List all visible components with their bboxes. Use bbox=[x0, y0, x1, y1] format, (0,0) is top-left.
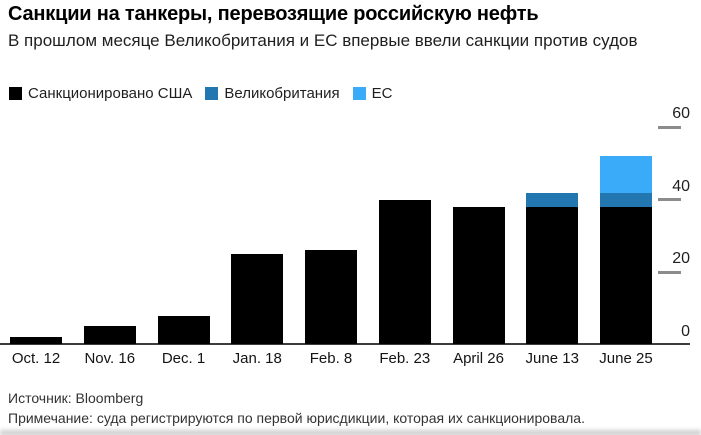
source-text: Источник: Bloomberg bbox=[8, 390, 144, 406]
chart-title: Санкции на танкеры, перевозящие российск… bbox=[8, 3, 539, 25]
legend-label: Санкционировано США bbox=[28, 85, 193, 102]
bar-segment-8 bbox=[600, 207, 652, 345]
legend-label: ЕС bbox=[371, 85, 393, 102]
y-axis-label: 0 bbox=[681, 322, 690, 340]
bar-segment-2 bbox=[157, 315, 210, 345]
bar-segment-8 bbox=[600, 192, 652, 208]
y-axis-tick bbox=[658, 270, 681, 274]
bar-segment-0 bbox=[10, 337, 62, 345]
x-axis-label: April 26 bbox=[453, 350, 504, 367]
x-axis-label: June 25 bbox=[599, 350, 653, 367]
legend: Санкционировано США Великобритания ЕС bbox=[9, 85, 392, 102]
x-axis-label: Jan. 18 bbox=[232, 350, 282, 367]
bar-segment-7 bbox=[526, 207, 579, 345]
y-axis-label: 40 bbox=[672, 177, 690, 195]
bar-segment-5 bbox=[378, 199, 431, 345]
x-axis-label: Feb. 8 bbox=[309, 350, 353, 367]
legend-item-2: ЕС bbox=[352, 85, 393, 102]
y-axis-label: 60 bbox=[672, 105, 690, 123]
chart-subtitle: В прошлом месяце Великобритания и ЕС впе… bbox=[8, 31, 638, 50]
legend-item-0: Санкционировано США bbox=[9, 85, 192, 102]
bar-segment-8 bbox=[600, 156, 652, 193]
bar-segment-7 bbox=[526, 192, 579, 208]
chart-footer: Источник: Bloomberg Примечание: суда рег… bbox=[8, 388, 585, 428]
y-axis-tick bbox=[658, 198, 681, 202]
x-axis-label: Nov. 16 bbox=[84, 350, 136, 367]
y-axis-tick bbox=[658, 125, 681, 129]
bar-segment-1 bbox=[83, 326, 136, 345]
legend-swatch-icon bbox=[205, 87, 219, 100]
legend-swatch-icon bbox=[352, 87, 366, 100]
legend-swatch-icon bbox=[9, 87, 22, 100]
legend-item-1: Великобритания bbox=[205, 85, 340, 102]
note-text: Примечание: суда регистрируются по перво… bbox=[8, 410, 585, 426]
cropped-bottom-element bbox=[0, 430, 701, 435]
bar-segment-4 bbox=[305, 250, 357, 345]
x-axis-label: Dec. 1 bbox=[161, 350, 206, 367]
bar-segment-3 bbox=[231, 254, 284, 345]
x-axis-label: Feb. 23 bbox=[379, 350, 431, 367]
bar-segment-6 bbox=[452, 207, 505, 345]
x-axis-label: Oct. 12 bbox=[11, 350, 61, 367]
y-axis-label: 20 bbox=[672, 250, 690, 268]
x-axis-label: June 13 bbox=[525, 350, 579, 367]
legend-label: Великобритания bbox=[224, 85, 340, 102]
